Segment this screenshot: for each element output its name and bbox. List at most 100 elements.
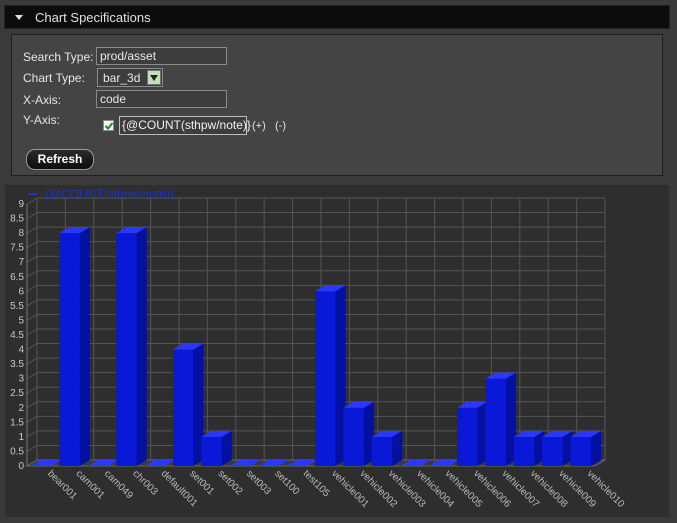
chart-bars — [30, 227, 602, 466]
bar — [30, 460, 62, 466]
x-tick-label: chr003 — [130, 468, 160, 498]
bar-front — [59, 233, 80, 466]
bar-front — [542, 436, 563, 466]
bar-side — [221, 430, 232, 466]
y-axis-checkbox[interactable] — [103, 120, 114, 131]
y-tick-label: 8.5 — [10, 214, 24, 225]
grid-diagonal — [26, 401, 38, 409]
bar-front — [570, 436, 592, 466]
bar-top — [116, 227, 147, 234]
y-tick-label: 7 — [18, 257, 24, 268]
grid-diagonal — [26, 445, 38, 452]
bar-side — [534, 430, 545, 466]
y-axis-label: Y-Axis: — [23, 113, 60, 127]
specifications-panel: Search Type: prod/asset Chart Type: bar_… — [11, 34, 663, 176]
section-title: Chart Specifications — [35, 9, 151, 25]
y-tick-label: 1 — [18, 432, 24, 443]
y-tick-label: 4.5 — [10, 330, 24, 341]
bar — [456, 401, 488, 466]
bar — [229, 460, 261, 466]
y-tick-label: 8 — [18, 228, 24, 239]
chart-type-select[interactable]: bar_3d — [97, 68, 163, 87]
collapse-triangle-icon[interactable] — [15, 14, 23, 20]
bar — [144, 460, 176, 466]
x-axis-labels: bear001cam001cam049chr003default001set00… — [45, 468, 626, 510]
bar-front — [485, 378, 506, 466]
bar — [485, 372, 516, 466]
grid-diagonal — [26, 299, 38, 307]
bar-front — [371, 436, 393, 466]
bar — [513, 430, 545, 466]
y-tick-label: 2 — [18, 403, 24, 414]
x-tick-label: set002 — [215, 468, 244, 497]
bar-front — [201, 436, 222, 466]
chevron-down-icon[interactable] — [147, 70, 161, 85]
bar-front — [172, 349, 194, 466]
bar-side — [477, 401, 488, 466]
y-tick-label: 1.5 — [10, 417, 24, 428]
bar-front — [314, 291, 336, 466]
x-axis-input[interactable]: code — [96, 90, 227, 108]
bar — [59, 227, 90, 466]
y-tick-label: 4 — [18, 345, 24, 356]
grid-diagonal — [26, 255, 38, 263]
grid-diagonal — [26, 386, 38, 394]
refresh-button[interactable]: Refresh — [26, 149, 94, 170]
bar-side — [505, 372, 516, 466]
bar-top — [513, 430, 545, 437]
bar-top — [485, 372, 516, 379]
grid-diagonal — [26, 372, 38, 380]
grid-diagonal — [26, 357, 38, 365]
y-axis-expression-input[interactable]: {@COUNT(sthpw/note)} — [119, 116, 251, 135]
bar — [343, 401, 374, 466]
bar-top — [59, 227, 90, 234]
grid-diagonal — [26, 314, 38, 321]
remove-y-axis-button[interactable]: (-) — [275, 120, 286, 132]
bar — [570, 430, 602, 466]
search-type-label: Search Type: — [23, 50, 94, 64]
x-tick-label: set003 — [244, 468, 273, 497]
bar-top — [258, 460, 289, 466]
bar-top — [371, 430, 403, 437]
y-tick-label: 9 — [18, 199, 24, 210]
y-tick-label: 0 — [18, 461, 24, 472]
y-tick-label: 6.5 — [10, 272, 24, 283]
legend-label: {@COUNT(sthpw/note)} — [45, 187, 174, 201]
bar-top — [314, 285, 346, 292]
y-tick-label: 3 — [18, 374, 24, 385]
bar-side — [591, 430, 602, 466]
bar-side — [79, 227, 90, 466]
x-tick-label: bear001 — [45, 468, 79, 502]
bar — [400, 460, 431, 466]
bar — [201, 430, 232, 466]
bar — [428, 460, 460, 466]
grid-diagonal — [26, 241, 38, 249]
bar-front — [513, 436, 535, 466]
x-tick-label: test105 — [301, 468, 332, 499]
search-type-input[interactable]: prod/asset — [96, 47, 227, 65]
bar-top — [286, 460, 318, 466]
bar-top — [542, 430, 573, 437]
y-tick-label: 3.5 — [10, 359, 24, 370]
bar-top — [201, 430, 232, 437]
bar-top — [428, 460, 460, 466]
bar-front — [456, 407, 478, 466]
grid-diagonal — [26, 343, 38, 350]
add-y-axis-button[interactable]: (+) — [252, 120, 266, 132]
grid-diagonal — [26, 284, 38, 292]
x-axis-label: X-Axis: — [23, 93, 62, 107]
bar — [87, 460, 119, 466]
chart-specifications-header[interactable]: Chart Specifications — [4, 5, 670, 29]
chart-legend: {@COUNT(sthpw/note)} — [28, 187, 174, 201]
bar-side — [363, 401, 374, 466]
grid-diagonal — [26, 430, 38, 438]
y-axis-ticks: 0 0.5 1 1.5 2 2.5 3 3.5 4 4.5 5 5.5 6 6.5 7 7.5 8 8.5 9 — [10, 199, 24, 472]
bar-top — [456, 401, 488, 408]
bar-front — [116, 233, 137, 466]
bar — [314, 285, 346, 466]
y-tick-label: 7.5 — [10, 243, 24, 254]
y-tick-label: 2.5 — [10, 388, 24, 399]
bar-top — [400, 460, 431, 466]
chart-type-label: Chart Type: — [23, 71, 85, 85]
grid-diagonal — [26, 415, 38, 423]
